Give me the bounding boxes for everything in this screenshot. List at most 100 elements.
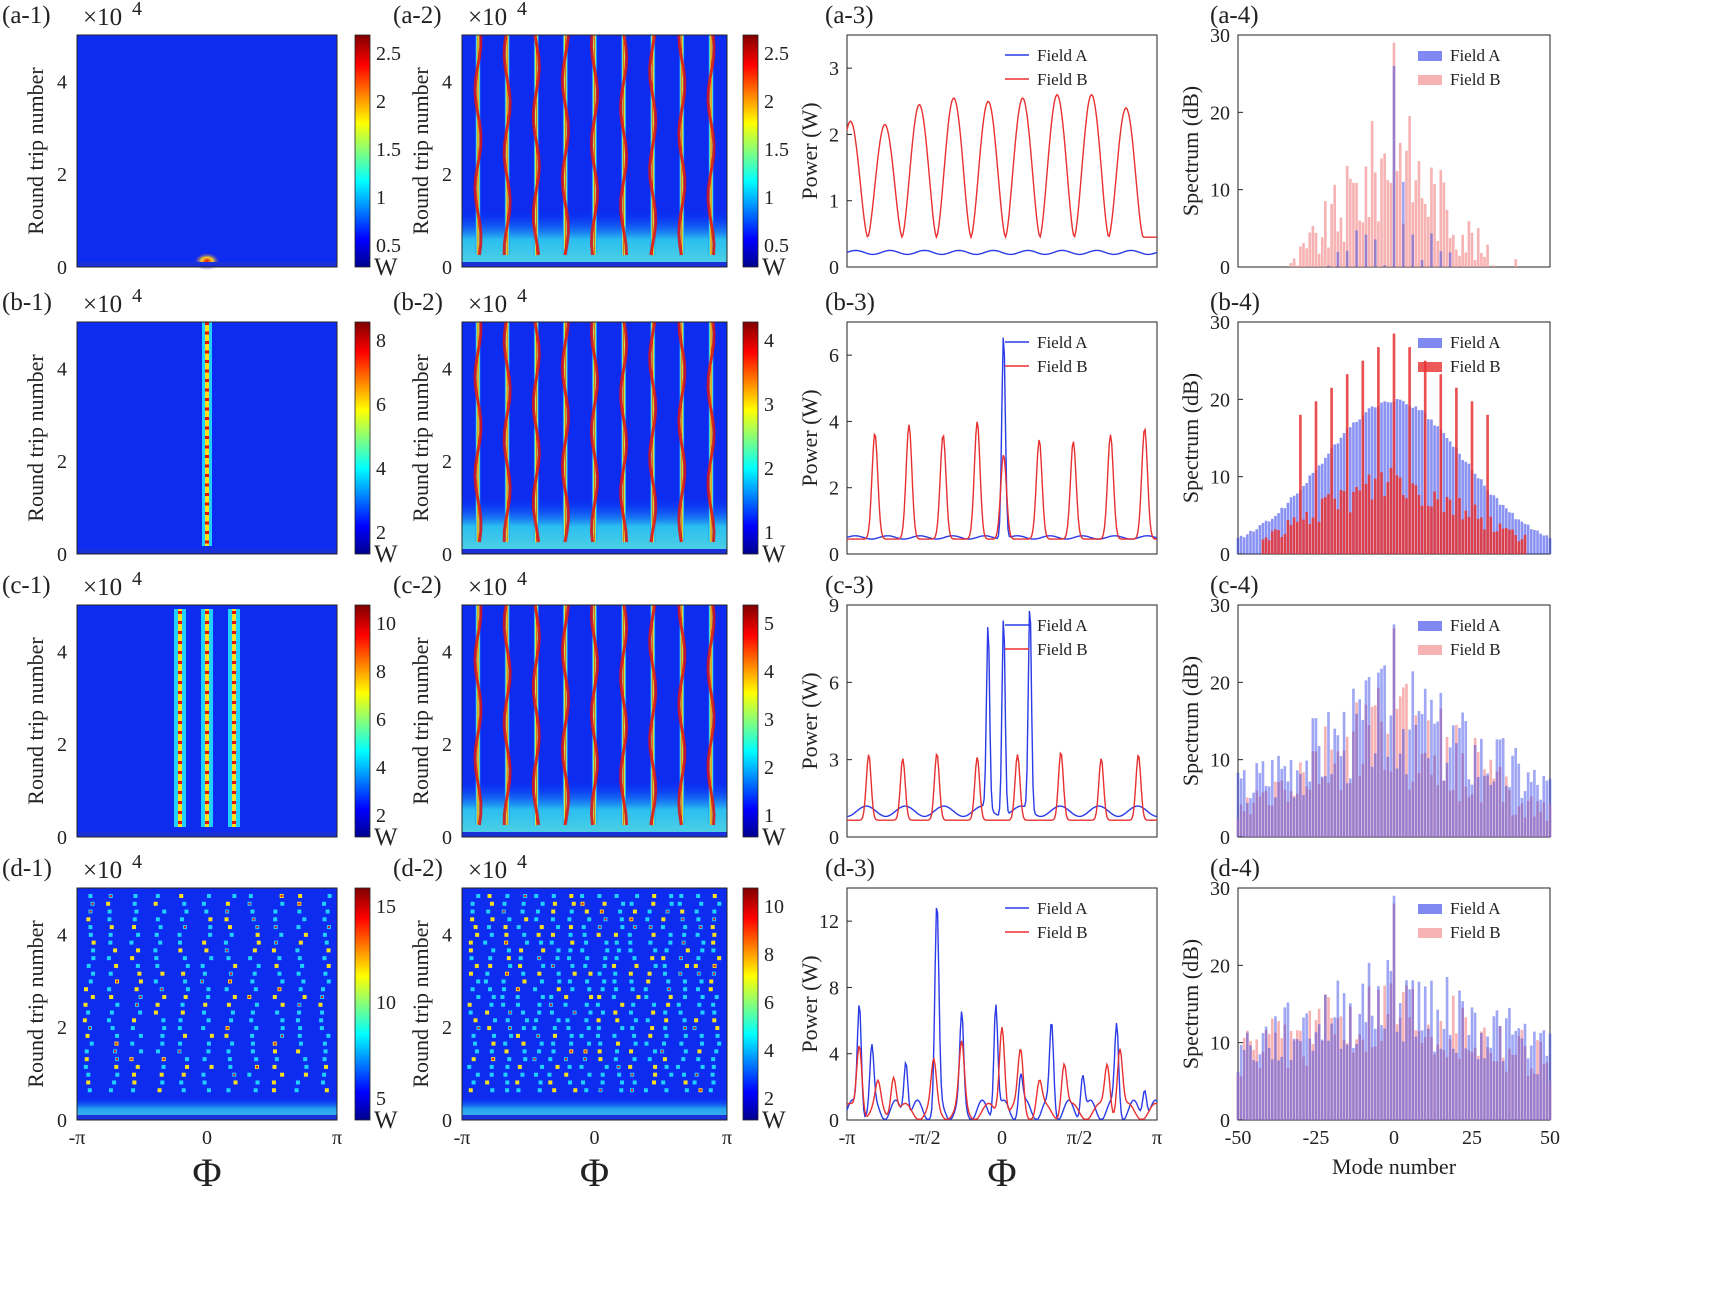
- bar-field-b: [1373, 705, 1377, 837]
- speckle: [114, 1064, 119, 1069]
- stripe-4-core: [589, 604, 599, 826]
- speckle-hot: [502, 910, 505, 913]
- bar-field-a: [1320, 1039, 1324, 1120]
- soliton-dot: [178, 621, 182, 624]
- bar-field-b: [1295, 265, 1299, 267]
- speckle: [162, 995, 167, 999]
- power-ylabel: Power (W): [797, 102, 822, 199]
- bar-field-b: [1451, 514, 1455, 554]
- speckle: [505, 1080, 510, 1085]
- soliton-dot: [178, 821, 182, 824]
- soliton-dot: [205, 631, 209, 634]
- bar-field-a: [1333, 728, 1337, 837]
- speckle-hot: [274, 941, 277, 944]
- bar-field-b: [1352, 1052, 1355, 1120]
- speckle: [715, 1033, 720, 1038]
- speckle: [473, 1018, 478, 1023]
- soliton-dot: [178, 771, 182, 774]
- speckle: [620, 1026, 625, 1031]
- speckle: [230, 1010, 235, 1015]
- speckle: [557, 979, 562, 984]
- bar-field-b: [1305, 786, 1308, 837]
- power-ytick: 3: [829, 750, 839, 772]
- bar-field-a: [1511, 755, 1514, 837]
- bar-field-b: [1414, 715, 1418, 837]
- speckle: [224, 917, 229, 922]
- speckle: [669, 901, 674, 906]
- bar-field-a: [1542, 535, 1546, 554]
- bar-field-b: [1476, 518, 1480, 554]
- soliton-dot: [232, 661, 236, 664]
- speckle: [489, 1072, 494, 1077]
- bar-field-b: [1295, 793, 1299, 837]
- speckle: [551, 894, 556, 898]
- bar-field-b: [1420, 505, 1424, 554]
- speckle: [693, 963, 698, 968]
- speckle: [110, 1026, 115, 1031]
- colorbar-label: 8: [376, 330, 386, 352]
- bar-field-b: [1467, 516, 1471, 554]
- bar-field-a: [1402, 401, 1405, 554]
- speckle: [711, 1080, 716, 1085]
- speckle: [569, 1033, 574, 1038]
- speckle: [635, 894, 640, 898]
- speckle: [177, 940, 182, 945]
- speckle: [296, 1049, 301, 1054]
- bar-field-a: [1267, 786, 1271, 837]
- bar-field-a: [1361, 983, 1365, 1120]
- heatmap-ytick: 0: [442, 544, 452, 566]
- speckle: [303, 932, 308, 937]
- speckle: [551, 909, 556, 914]
- speckle: [201, 1072, 206, 1077]
- speckle: [515, 1080, 520, 1085]
- panel-label: (c-3): [825, 572, 874, 599]
- colorbar-label: 5: [764, 613, 774, 635]
- soliton-dot: [205, 771, 209, 774]
- bar-field-b: [1292, 795, 1296, 837]
- bar-field-a: [1249, 1045, 1252, 1120]
- scale-exponent: 4: [132, 0, 142, 20]
- speckle: [596, 932, 601, 937]
- speckle: [550, 917, 555, 922]
- series-field-b: [846, 1027, 1158, 1120]
- bar-field-b: [1392, 903, 1396, 1120]
- phi-xlabel: Φ: [987, 1150, 1016, 1195]
- bar-field-a: [1523, 1023, 1527, 1120]
- bar-field-b: [1358, 490, 1361, 554]
- speckle: [161, 1018, 166, 1023]
- stripe-0-core: [473, 35, 483, 256]
- bar-field-a: [1517, 763, 1521, 837]
- bar-field-b: [1339, 490, 1343, 554]
- bar-field-b: [1414, 180, 1418, 267]
- bar-field-b: [1333, 1034, 1337, 1120]
- speckle: [295, 948, 300, 953]
- speckle: [203, 1002, 208, 1007]
- speckle: [322, 917, 327, 922]
- speckle: [538, 1080, 543, 1085]
- speckle: [708, 1088, 713, 1093]
- speckle: [469, 956, 474, 961]
- speckle: [568, 925, 573, 930]
- bar-field-a: [1336, 980, 1340, 1120]
- heatmap-floor: [462, 549, 727, 554]
- colorbar-unit: W: [374, 541, 398, 568]
- speckle: [491, 948, 496, 953]
- bar-field-b: [1489, 1052, 1493, 1120]
- bar-field-b: [1377, 687, 1380, 837]
- speckle: [202, 1080, 207, 1085]
- speckle: [628, 1064, 633, 1069]
- bar-field-b: [1498, 1026, 1502, 1120]
- power-frame: [846, 887, 1158, 1121]
- speckle: [627, 932, 632, 937]
- bar-field-b: [1327, 997, 1330, 1120]
- speckle-hot: [327, 926, 330, 929]
- speckle: [520, 909, 525, 914]
- bar-field-a: [1367, 962, 1371, 1120]
- speckle: [185, 963, 190, 968]
- heatmap-ytick: 0: [442, 257, 452, 279]
- colorbar-label: 10: [764, 896, 784, 918]
- speckle: [154, 956, 159, 961]
- bar-field-b: [1361, 1039, 1365, 1120]
- speckle: [503, 1072, 508, 1077]
- bar-field-b: [1239, 1076, 1243, 1120]
